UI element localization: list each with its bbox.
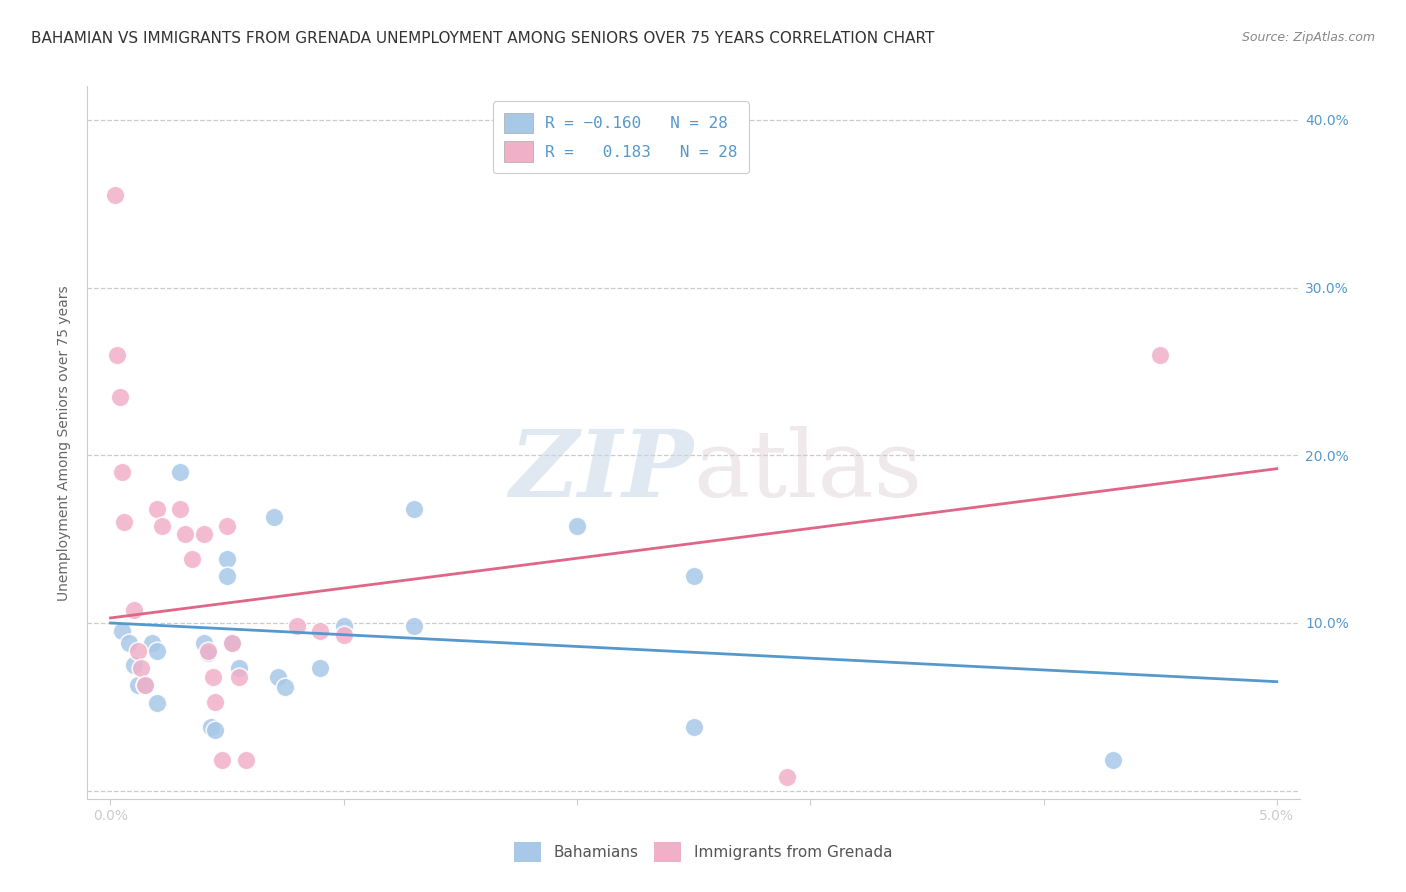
Point xyxy=(146,644,169,658)
Text: BAHAMIAN VS IMMIGRANTS FROM GRENADA UNEMPLOYMENT AMONG SENIORS OVER 75 YEARS COR: BAHAMIAN VS IMMIGRANTS FROM GRENADA UNEM… xyxy=(31,31,935,46)
Point xyxy=(193,636,215,650)
Point xyxy=(285,619,308,633)
Point xyxy=(193,527,215,541)
Point xyxy=(682,720,704,734)
Point xyxy=(1149,348,1171,362)
Point xyxy=(204,695,226,709)
Point xyxy=(107,348,129,362)
Point xyxy=(104,188,127,202)
Point xyxy=(211,754,233,768)
Point xyxy=(263,510,285,524)
Point xyxy=(332,628,354,642)
Point xyxy=(332,619,354,633)
Point xyxy=(146,697,169,711)
Point xyxy=(181,552,204,566)
Point xyxy=(309,661,332,675)
Point xyxy=(228,670,250,684)
Point xyxy=(274,680,297,694)
Point xyxy=(150,518,173,533)
Point xyxy=(776,770,799,784)
Point xyxy=(114,516,136,530)
Point xyxy=(202,670,225,684)
Point xyxy=(134,678,156,692)
Point xyxy=(565,518,588,533)
Legend: R = −0.160   N = 28, R =   0.183   N = 28: R = −0.160 N = 28, R = 0.183 N = 28 xyxy=(492,102,749,173)
Point xyxy=(204,723,226,738)
Point xyxy=(174,527,197,541)
Point xyxy=(146,502,169,516)
Point xyxy=(108,390,131,404)
Text: atlas: atlas xyxy=(693,426,922,516)
Point xyxy=(118,636,141,650)
Point xyxy=(1102,754,1125,768)
Point xyxy=(127,678,149,692)
Point xyxy=(122,657,145,672)
Y-axis label: Unemployment Among Seniors over 75 years: Unemployment Among Seniors over 75 years xyxy=(58,285,72,600)
Point xyxy=(169,465,191,479)
Point xyxy=(111,465,134,479)
Point xyxy=(141,636,163,650)
Point xyxy=(217,552,239,566)
Point xyxy=(402,502,425,516)
Point xyxy=(221,636,243,650)
Point xyxy=(228,661,250,675)
Text: Source: ZipAtlas.com: Source: ZipAtlas.com xyxy=(1241,31,1375,45)
Point xyxy=(111,624,134,639)
Point xyxy=(217,518,239,533)
Text: ZIP: ZIP xyxy=(509,426,693,516)
Point xyxy=(169,502,191,516)
Point xyxy=(309,624,332,639)
Point xyxy=(217,569,239,583)
Point xyxy=(127,644,149,658)
Point xyxy=(197,646,219,660)
Point xyxy=(221,636,243,650)
Point xyxy=(267,670,290,684)
Point xyxy=(682,569,704,583)
Point xyxy=(200,720,222,734)
Point xyxy=(134,678,156,692)
Point xyxy=(402,619,425,633)
Point xyxy=(235,754,257,768)
Point xyxy=(122,602,145,616)
Legend: Bahamians, Immigrants from Grenada: Bahamians, Immigrants from Grenada xyxy=(505,833,901,871)
Point xyxy=(129,661,152,675)
Point xyxy=(197,644,219,658)
